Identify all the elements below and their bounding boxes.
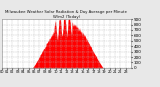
Title: Milwaukee Weather Solar Radiation & Day Average per Minute W/m2 (Today): Milwaukee Weather Solar Radiation & Day … (5, 10, 127, 19)
